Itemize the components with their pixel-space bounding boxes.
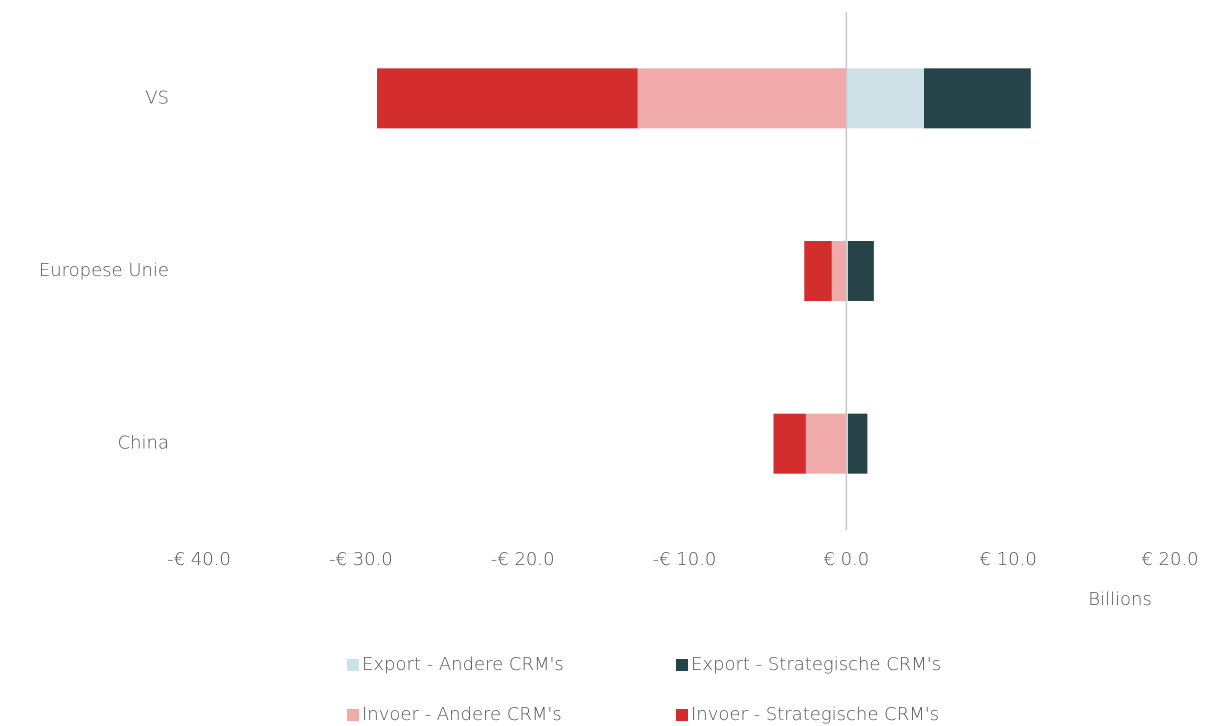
x-tick-label: € 0.0: [823, 549, 869, 570]
x-tick-label: -€ 30.0: [329, 549, 393, 570]
bar: [847, 413, 868, 474]
bar: [924, 68, 1031, 129]
legend-label: Invoer - Strategische CRM's: [691, 704, 939, 725]
x-tick-label: -€ 40.0: [167, 549, 231, 570]
legend-label: Export - Strategische CRM's: [691, 654, 941, 675]
y-tick-label: VS: [145, 87, 169, 108]
legend-swatch: [676, 659, 688, 671]
y-tick-label: Europese Unie: [39, 260, 169, 281]
bar: [831, 241, 847, 301]
x-tick-label: -€ 10.0: [653, 549, 717, 570]
legend-label: Export - Andere CRM's: [362, 654, 564, 675]
bar: [846, 68, 925, 129]
bar: [377, 68, 638, 129]
bar: [773, 413, 806, 474]
bar: [847, 241, 874, 301]
y-tick-label: China: [118, 433, 169, 454]
x-tick-label: € 10.0: [980, 549, 1037, 570]
bar: [805, 413, 847, 474]
bar: [846, 241, 848, 301]
legend-swatch: [676, 709, 688, 721]
legend-swatch: [347, 659, 359, 671]
x-axis-label: Billions: [1088, 589, 1152, 610]
bar: [804, 241, 832, 301]
legend-label: Invoer - Andere CRM's: [362, 704, 562, 725]
bar: [846, 413, 848, 474]
bar: [637, 68, 847, 129]
legend-swatch: [347, 709, 359, 721]
x-tick-label: € 20.0: [1141, 549, 1198, 570]
x-tick-label: -€ 20.0: [491, 549, 555, 570]
